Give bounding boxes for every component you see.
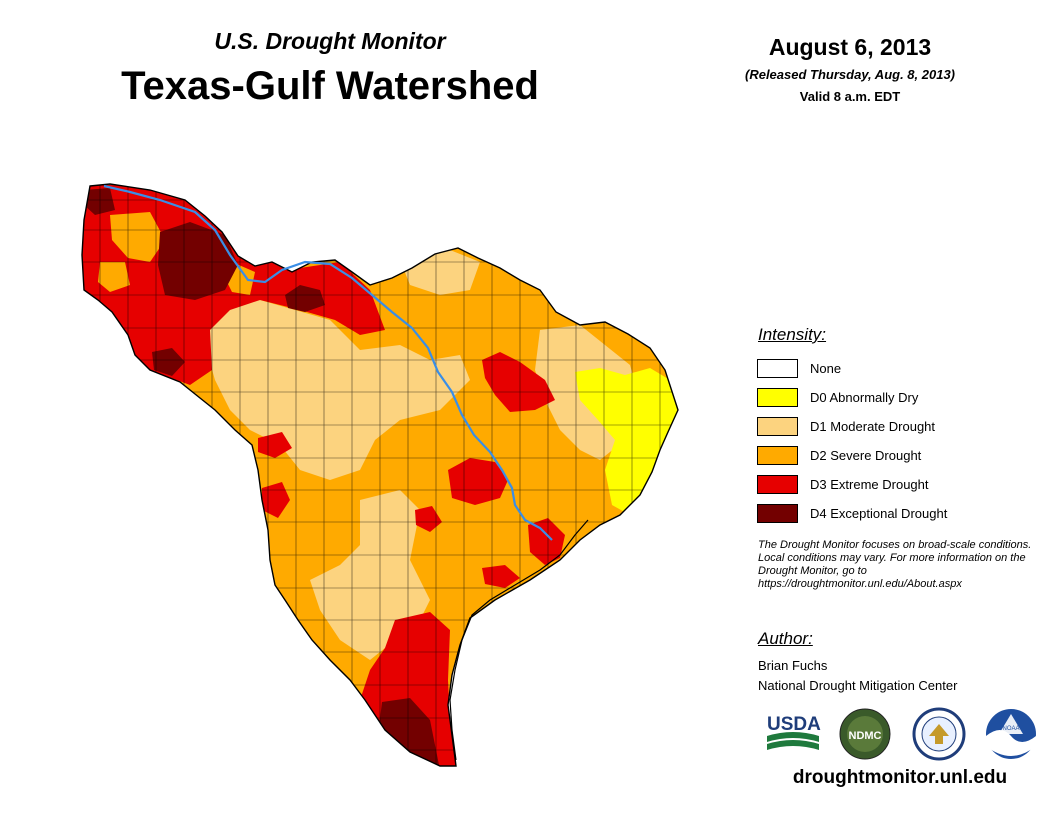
author-name: Brian Fuchs (758, 658, 828, 673)
legend-swatch (757, 388, 798, 407)
region-d4-north (285, 285, 325, 312)
usda-logo-text: USDA (767, 714, 821, 735)
legend-item-d2: D2 Severe Drought (757, 441, 947, 470)
ndmc-logo-text: NDMC (849, 730, 882, 742)
region-d3-west-1 (258, 432, 292, 458)
legend-swatch (757, 359, 798, 378)
region-d1-south (310, 490, 430, 660)
legend-label: None (810, 361, 842, 376)
disclaimer-note: The Drought Monitor focuses on broad-sca… (758, 539, 1032, 590)
header-title: Texas-Gulf Watershed (121, 64, 539, 108)
legend-label: D2 Severe Drought (810, 448, 922, 463)
legend-item-d0: D0 Abnormally Dry (757, 383, 947, 412)
legend-label: D3 Extreme Drought (810, 477, 929, 492)
legend-label: D4 Exceptional Drought (810, 506, 948, 521)
doc-seal-logo (912, 707, 966, 761)
region-d3-small (415, 506, 442, 532)
region-d3-central-east (482, 352, 555, 412)
valid-time: Valid 8 a.m. EDT (799, 89, 901, 104)
legend-item-none: None (757, 354, 947, 383)
author-title: Author: (758, 629, 813, 648)
agency-logos: USDA NDMC NOAA (767, 707, 1036, 761)
region-d3-houston (528, 518, 565, 565)
legend-swatch (757, 475, 798, 494)
legend-swatch (757, 446, 798, 465)
noaa-logo: NOAA (986, 709, 1036, 759)
region-d2-panhandle-1 (110, 212, 165, 262)
region-d3-central (448, 458, 508, 505)
region-d4-west (152, 348, 185, 376)
usda-logo: USDA (767, 714, 821, 750)
region-d3-west-2 (262, 482, 290, 518)
legend-item-d4: D4 Exceptional Drought (757, 499, 947, 528)
legend-title: Intensity: (758, 325, 827, 344)
region-d4-panhandle (158, 222, 238, 300)
legend-item-d3: D3 Extreme Drought (757, 470, 947, 499)
legend-label: D0 Abnormally Dry (810, 390, 919, 405)
legend: None D0 Abnormally Dry D1 Moderate Droug… (757, 354, 947, 528)
author-info: Brian Fuchs National Drought Mitigation … (758, 656, 957, 696)
legend-swatch (757, 417, 798, 436)
county-boundaries (82, 184, 678, 766)
river (103, 184, 553, 541)
noaa-logo-text: NOAA (1002, 726, 1019, 732)
legend-item-d1: D1 Moderate Drought (757, 412, 947, 441)
ndmc-logo: NDMC (839, 708, 891, 760)
watershed-outline (81, 183, 679, 767)
region-d4-northwest-tip (84, 188, 115, 215)
website-link[interactable]: droughtmonitor.unl.edu (792, 767, 1008, 788)
map-date: August 6, 2013 (768, 34, 932, 60)
region-d3-coast (482, 565, 520, 588)
release-date: (Released Thursday, Aug. 8, 2013) (745, 67, 955, 82)
author-org: National Drought Mitigation Center (758, 678, 958, 693)
coastline (449, 519, 589, 761)
legend-swatch (757, 504, 798, 523)
legend-label: D1 Moderate Drought (810, 419, 936, 434)
region-d2-panhandle-2 (98, 262, 130, 292)
header-subtitle: U.S. Drought Monitor (214, 28, 446, 54)
